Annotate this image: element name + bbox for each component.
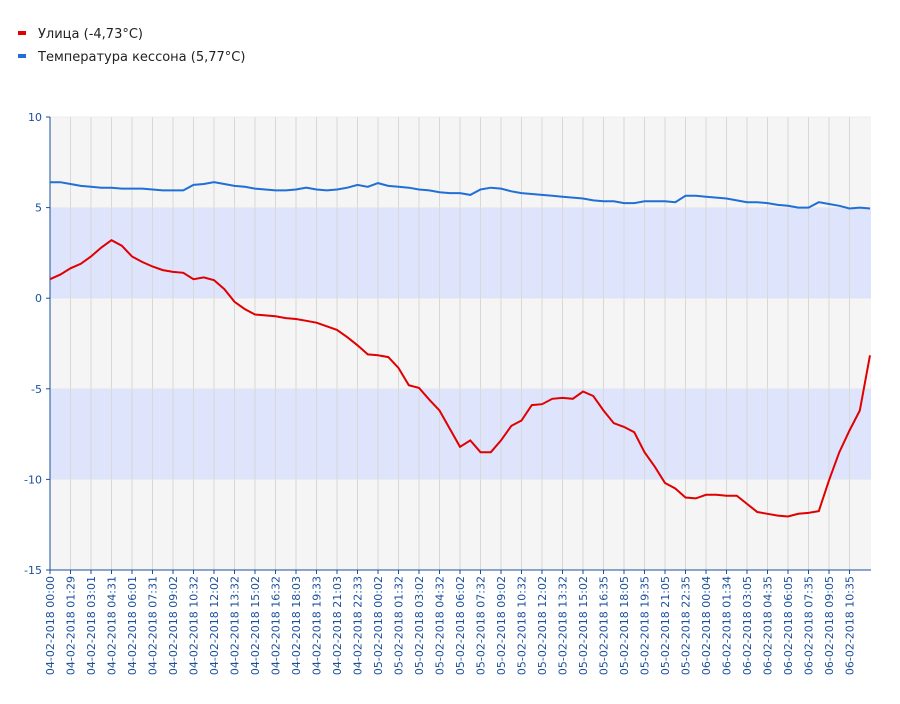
x-tick-label: 04-02-2018 18:03 xyxy=(290,576,303,675)
x-tick-label: 04-02-2018 01:29 xyxy=(65,576,78,675)
x-tick-label: 06-02-2018 00:04 xyxy=(700,576,713,675)
x-tick-label: 05-02-2018 12:02 xyxy=(536,576,549,675)
x-tick-label: 06-02-2018 10:35 xyxy=(844,576,857,675)
x-tick-label: 05-02-2018 13:32 xyxy=(557,576,570,675)
x-tick-label: 05-02-2018 07:32 xyxy=(475,576,488,675)
line-series xyxy=(50,181,871,210)
x-tick-label: 05-02-2018 04:32 xyxy=(434,576,447,675)
x-tick-label: 06-02-2018 04:35 xyxy=(762,576,775,675)
y-tick-label: -15 xyxy=(24,564,42,577)
x-tick-label: 04-02-2018 00:00 xyxy=(44,576,57,675)
x-tick-label: 05-02-2018 21:05 xyxy=(659,576,672,675)
x-tick-label: 05-02-2018 19:35 xyxy=(639,576,652,675)
x-tick-label: 05-02-2018 10:32 xyxy=(516,576,529,675)
legend-label: Улица (-4,73°C) xyxy=(38,27,143,42)
x-tick-label: 05-02-2018 22:35 xyxy=(680,576,693,675)
y-tick-label: 0 xyxy=(35,292,42,305)
x-tick-label: 05-02-2018 01:32 xyxy=(393,576,406,675)
legend-label: Температура кессона (5,77°C) xyxy=(37,50,245,65)
x-tick-label: 04-02-2018 21:03 xyxy=(331,576,344,675)
x-tick-label: 06-02-2018 07:35 xyxy=(803,576,816,675)
x-tick-label: 06-02-2018 03:05 xyxy=(741,576,754,675)
y-tick-label: 10 xyxy=(28,111,42,124)
x-tick-label: 04-02-2018 16:32 xyxy=(270,576,283,675)
x-tick-label: 04-02-2018 06:01 xyxy=(126,576,139,675)
x-tick-label: 04-02-2018 10:32 xyxy=(188,576,201,675)
x-tick-label: 04-02-2018 07:31 xyxy=(147,576,160,675)
line-series xyxy=(49,239,871,518)
x-tick-label: 04-02-2018 03:01 xyxy=(85,576,98,675)
x-tick-label: 05-02-2018 00:02 xyxy=(372,576,385,675)
y-tick-label: 5 xyxy=(35,202,42,215)
x-tick-label: 05-02-2018 18:05 xyxy=(618,576,631,675)
x-tick-label: 04-02-2018 13:32 xyxy=(229,576,242,675)
x-tick-label: 05-02-2018 15:02 xyxy=(577,576,590,675)
x-tick-label: 05-02-2018 06:02 xyxy=(454,576,467,675)
x-tick-label: 04-02-2018 19:33 xyxy=(311,576,324,675)
x-tick-label: 05-02-2018 16:35 xyxy=(598,576,611,675)
x-tick-label: 05-02-2018 09:02 xyxy=(495,576,508,675)
x-tick-label: 05-02-2018 03:02 xyxy=(413,576,426,675)
x-tick-label: 04-02-2018 15:02 xyxy=(249,576,262,675)
x-tick-label: 04-02-2018 04:31 xyxy=(106,576,119,675)
legend: Улица (-4,73°C) Температура кессона (5,77… xyxy=(18,27,245,65)
y-tick-label: -5 xyxy=(31,383,42,396)
legend-swatch xyxy=(18,54,26,58)
legend-swatch xyxy=(18,31,26,35)
x-tick-label: 06-02-2018 01:34 xyxy=(721,576,734,675)
x-tick-label: 06-02-2018 06:05 xyxy=(782,576,795,675)
y-tick-label: -10 xyxy=(24,473,42,486)
x-tick-label: 04-02-2018 12:02 xyxy=(208,576,221,675)
x-tick-label: 06-02-2018 09:05 xyxy=(823,576,836,675)
x-tick-label: 04-02-2018 22:33 xyxy=(352,576,365,675)
x-tick-label: 04-02-2018 09:02 xyxy=(167,576,180,675)
